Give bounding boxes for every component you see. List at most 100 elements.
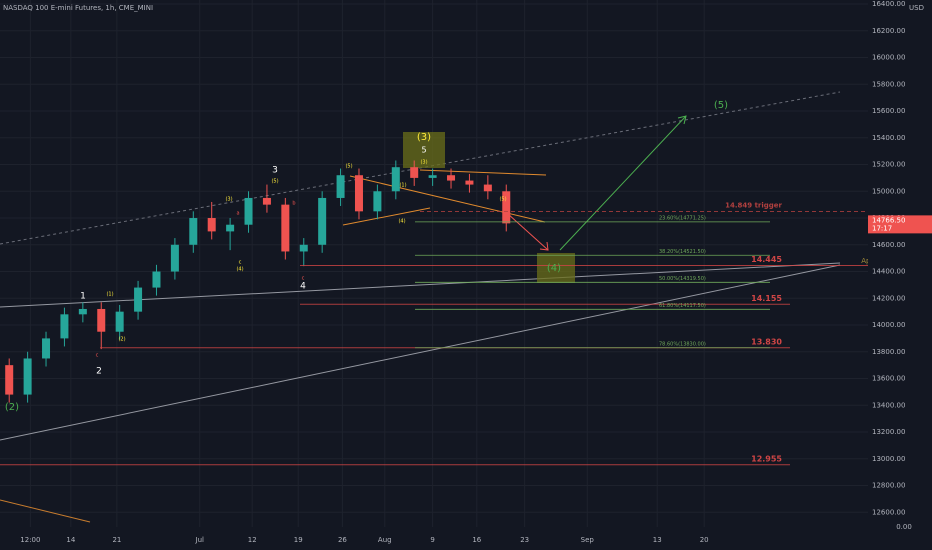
- wave-label: 1: [80, 292, 86, 302]
- y-tick-label: 16400.00: [872, 0, 905, 8]
- candle-body: [189, 218, 198, 245]
- triangle-line: [419, 169, 547, 176]
- arrow-head: [539, 241, 549, 251]
- candle-body: [354, 175, 363, 212]
- y-tick-label: 14400.00: [872, 268, 905, 276]
- y-tick-label: 15200.00: [872, 161, 905, 169]
- arrow: [559, 115, 687, 251]
- wave-label: a: [236, 211, 239, 217]
- x-tick-label: Jul: [195, 536, 205, 544]
- x-tick-label: 20: [700, 536, 709, 544]
- wave-label: (4): [398, 219, 405, 225]
- fib-label: 38.20%(14521.50): [659, 249, 706, 255]
- wave-label: (5): [714, 100, 728, 111]
- candle-body: [207, 218, 216, 232]
- x-tick-label: 21: [112, 536, 121, 544]
- wave-label: (3): [417, 132, 431, 143]
- candle-body: [410, 167, 419, 178]
- y-tick-label: 15000.00: [872, 187, 905, 195]
- candle-body: [299, 244, 308, 252]
- candle-body: [281, 204, 290, 252]
- y-tick-label: 15600.00: [872, 107, 905, 115]
- candle-body: [373, 191, 382, 212]
- candle-body: [391, 167, 400, 192]
- candle-body: [244, 197, 253, 225]
- candle-body: [115, 311, 124, 332]
- wave-label: (2): [5, 402, 19, 413]
- y-tick-label: 14200.00: [872, 294, 905, 302]
- level-label: 12.955: [751, 454, 782, 463]
- x-tick-label: 14: [66, 536, 75, 544]
- wave-label: c: [302, 276, 305, 282]
- chart-title: NASDAQ 100 E-mini Futures, 1h, CME_MINI: [3, 4, 153, 12]
- y-tick-label: 13000.00: [872, 455, 905, 463]
- wave-label: (4): [547, 263, 561, 274]
- y-tick-label: 15400.00: [872, 134, 905, 142]
- price-tag-label: 14766.50: [872, 216, 905, 224]
- candle-body: [336, 175, 345, 198]
- candle-body: [134, 287, 143, 312]
- candle-body: [23, 358, 32, 395]
- level-label: 14.849 trigger: [725, 201, 782, 209]
- x-tick-label: 12: [248, 536, 257, 544]
- y-tick-label: 16000.00: [872, 54, 905, 62]
- candle-body: [97, 308, 106, 332]
- axis: 12600.0012800.0013000.0013200.0013400.00…: [20, 0, 932, 544]
- trendline: [0, 499, 91, 523]
- wave-label: c: [239, 260, 242, 266]
- wave-label: 2: [96, 367, 102, 377]
- y-tick-label: 13200.00: [872, 428, 905, 436]
- countdown-label: 17:17: [872, 224, 892, 232]
- candle-body: [483, 184, 492, 192]
- trendline: [0, 264, 841, 441]
- x-tick-label: 19: [294, 536, 303, 544]
- price-axis: [868, 0, 932, 550]
- wave-label: 4: [300, 282, 306, 292]
- candle-body: [502, 191, 511, 224]
- wave-label: (1): [106, 292, 113, 298]
- wave-label: (3): [420, 160, 427, 166]
- x-tick-label: 16: [472, 536, 481, 544]
- x-tick-label: 26: [338, 536, 347, 544]
- x-tick-label: Aug: [378, 536, 392, 544]
- candle-body: [78, 308, 87, 315]
- fib-label: 23.60%(14771.25): [659, 215, 706, 221]
- candle-body: [226, 224, 235, 232]
- fib-label: 61.80%(14117.50): [659, 303, 706, 309]
- y-tick-label: 12800.00: [872, 482, 905, 490]
- candle-body: [262, 197, 271, 205]
- x-tick-label: 23: [520, 536, 529, 544]
- wave-label: c: [96, 353, 99, 359]
- candle-body: [152, 271, 161, 288]
- arrow-head: [677, 115, 687, 125]
- wave-label: (4): [236, 267, 243, 273]
- currency: USD: [909, 4, 924, 12]
- candle-body: [447, 175, 456, 181]
- wave-label: (3): [225, 197, 232, 203]
- candle-body: [170, 244, 179, 272]
- candle-body: [465, 180, 474, 185]
- wave-label: 3: [272, 166, 278, 176]
- triangle-line: [349, 175, 546, 223]
- triangle-line: [342, 207, 431, 226]
- wave-label: 5: [421, 146, 426, 155]
- level-label: 14.155: [751, 294, 782, 303]
- y-tick-label: 13600.00: [872, 375, 905, 383]
- price-tag: [868, 215, 932, 234]
- y-tick-label: 13800.00: [872, 348, 905, 356]
- wave-label: (1): [399, 183, 406, 189]
- level-label: 13.830: [751, 337, 782, 346]
- volume-label: 0.00: [896, 523, 912, 531]
- y-tick-label: 13400.00: [872, 401, 905, 409]
- x-tick-label: 12:00: [20, 536, 40, 544]
- y-tick-label: 16200.00: [872, 27, 905, 35]
- plot: 14.849 trigger14.44514.15513.83012.95523…: [0, 100, 879, 466]
- x-tick-label: Sep: [581, 536, 595, 544]
- candle-body: [428, 175, 437, 178]
- wave-box: [403, 132, 445, 168]
- level-label: 14.445: [751, 255, 782, 264]
- candle-body: [5, 365, 14, 395]
- wave-label: (5): [271, 179, 278, 185]
- fib-label: 50.00%(14319.50): [659, 276, 706, 282]
